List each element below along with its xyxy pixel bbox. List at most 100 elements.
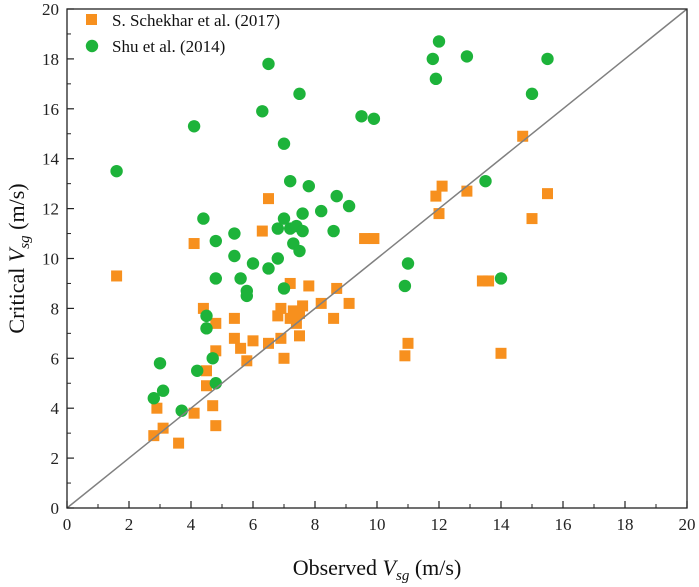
shu-point-37 (315, 204, 328, 218)
schekhar-point-3 (157, 422, 169, 434)
shu-point-42 (367, 112, 381, 125)
y-axis-title: Critical Vsg (m/s) (4, 183, 33, 333)
schekhar-point-10 (207, 400, 219, 412)
y-axis-title-suffix: (m/s) (4, 183, 29, 235)
y-tick-label-14: 14 (42, 150, 60, 169)
shu-point-46 (429, 72, 443, 86)
x-tick-label-12: 12 (431, 515, 448, 534)
shu-point-48 (460, 50, 474, 63)
x-tick-label-14: 14 (493, 515, 511, 534)
schekhar-point-18 (247, 335, 259, 347)
schekhar-point-35 (328, 312, 340, 324)
shu-point-26 (277, 137, 291, 150)
axis-ticks: 0 2 4 6 8 10 12 14 16 18 20 0 2 4 6 8 10 12 14 16 18 20 (42, 0, 696, 534)
reference-line (66, 8, 688, 509)
shu-point-38 (327, 224, 340, 238)
schekhar-point-22 (272, 310, 284, 322)
shu-point-35 (296, 207, 309, 220)
schekhar-point-36 (331, 282, 343, 294)
schekhar-point-39 (368, 233, 380, 245)
y-tick-label-0: 0 (51, 499, 60, 518)
schekhar-point-2 (151, 402, 163, 414)
schekhar-point-27 (284, 312, 296, 324)
schekhar-point-6 (188, 238, 200, 250)
schekhar-point-7 (197, 302, 209, 314)
y-tick-label-6: 6 (51, 349, 60, 368)
schekhar-point-5 (188, 407, 200, 419)
shu-point-14 (228, 227, 241, 240)
shu-point-9 (200, 309, 213, 323)
legend-label-shu: Shu et al. (2014) (112, 37, 225, 56)
shu-point-24 (271, 252, 284, 265)
schekhar-point-23 (275, 302, 287, 314)
schekhar-point-26 (284, 277, 296, 289)
y-axis-title-prefix: Critical (4, 262, 29, 333)
x-tick-label-16: 16 (555, 515, 572, 534)
shu-point-43 (398, 279, 412, 293)
shu-point-20 (256, 105, 269, 118)
shu-point-41 (355, 110, 368, 123)
x-tick-label-6: 6 (249, 515, 258, 534)
y-tick-label-8: 8 (51, 299, 60, 318)
y-axis-title-subscript: sg (17, 235, 33, 249)
legend-marker-schekhar (86, 14, 97, 25)
shu-point-6 (191, 364, 204, 377)
schekhar-point-20 (263, 193, 274, 205)
schekhar-point-24 (275, 332, 287, 344)
y-tick-label-2: 2 (51, 449, 60, 468)
schekhar-point-38 (359, 233, 371, 245)
y-tick-label-10: 10 (42, 250, 59, 269)
schekhar-point-50 (526, 213, 538, 225)
legend-marker-shu (85, 39, 99, 53)
shu-point-23 (271, 222, 284, 235)
schekhar-point-45 (461, 185, 473, 197)
schekhar-point-9 (201, 380, 212, 392)
data-marks (110, 35, 554, 449)
shu-point-19 (246, 257, 260, 270)
shu-point-32 (293, 244, 306, 258)
legend: S. Schekhar et al. (2017) Shu et al. (20… (85, 11, 280, 56)
shu-point-2 (153, 357, 167, 370)
schekhar-point-14 (228, 332, 240, 344)
x-tick-label-20: 20 (679, 515, 696, 534)
shu-point-18 (240, 284, 253, 298)
y-tick-label-16: 16 (42, 100, 59, 119)
shu-point-51 (525, 87, 539, 101)
shu-point-44 (401, 257, 415, 270)
schekhar-point-12 (210, 345, 222, 357)
schekhar-point-44 (436, 180, 448, 192)
schekhar-point-15 (228, 312, 240, 324)
shu-point-7 (197, 212, 210, 225)
schekhar-point-40 (399, 350, 411, 362)
schekhar-point-8 (201, 365, 212, 377)
x-tick-label-2: 2 (125, 515, 134, 534)
schekhar-point-43 (433, 208, 445, 220)
shu-point-49 (479, 174, 492, 188)
schekhar-point-13 (210, 317, 222, 329)
shu-point-15 (228, 249, 241, 263)
legend-label-schekhar: S. Schekhar et al. (2017) (112, 11, 280, 30)
schekhar-point-48 (495, 347, 507, 359)
shu-point-34 (296, 224, 309, 238)
shu-point-36 (302, 179, 315, 193)
shu-point-0 (110, 164, 123, 178)
x-axis-title-subscript: sg (396, 568, 410, 584)
shu-point-50 (494, 272, 508, 285)
shu-point-16 (234, 272, 247, 285)
shu-point-5 (187, 120, 201, 133)
shu-point-12 (209, 272, 222, 285)
shu-point-25 (277, 212, 291, 225)
schekhar-point-46 (476, 275, 488, 287)
schekhar-point-51 (542, 188, 553, 200)
schekhar-point-19 (256, 225, 268, 237)
shu-point-10 (206, 352, 219, 365)
y-tick-label-18: 18 (42, 50, 59, 69)
schekhar-point-0 (111, 270, 123, 282)
schekhar-point-4 (173, 437, 185, 449)
shu-point-40 (342, 199, 356, 213)
shu-point-27 (277, 282, 291, 295)
schekhar-point-11 (210, 420, 222, 432)
y-tick-label-12: 12 (42, 200, 59, 219)
shu-point-52 (541, 52, 554, 66)
shu-point-11 (209, 234, 222, 248)
